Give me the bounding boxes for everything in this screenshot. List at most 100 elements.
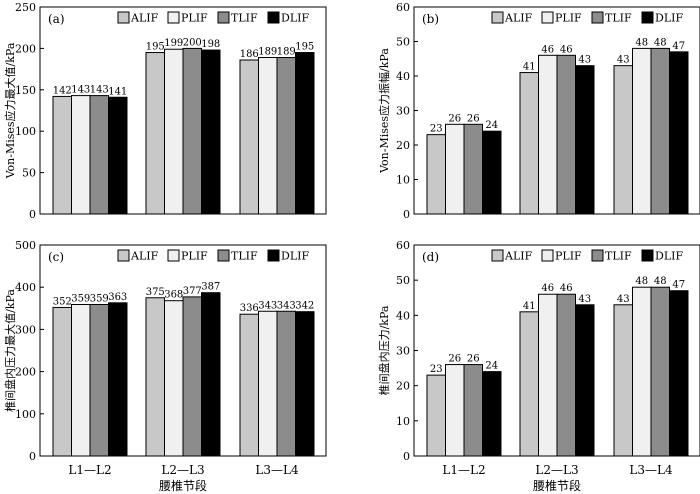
bar-value-label: 46 [560, 283, 573, 294]
x-category-label: L3—L4 [255, 463, 299, 477]
bar-dlif [669, 51, 689, 215]
legend-swatch-tlif [591, 11, 604, 24]
bar-value-label: 43 [617, 55, 630, 66]
bar-value-label: 343 [277, 300, 296, 311]
bar-value-label: 186 [240, 49, 259, 60]
bar-tlif [89, 304, 109, 457]
y-tick-label: 300 [15, 323, 36, 336]
legend-swatch-tlif [217, 11, 230, 24]
legend-label: ALIF [504, 250, 533, 263]
bar-value-label: 43 [578, 55, 591, 66]
bar-value-label: 387 [201, 282, 220, 293]
y-tick-label: 40 [396, 309, 410, 322]
bar-tlif [556, 54, 576, 215]
y-tick-label: 30 [396, 105, 410, 118]
legend-label: DLIF [281, 12, 309, 25]
bar-alif [426, 374, 446, 457]
legend-label: DLIF [655, 12, 683, 25]
legend-swatch-alif [491, 249, 504, 262]
panel-label: (d) [422, 250, 439, 264]
y-tick-label: 0 [29, 208, 36, 221]
bar-value-label: 24 [485, 120, 498, 131]
legend-label: TLIF [605, 12, 632, 25]
bar-alif [239, 313, 259, 457]
y-tick-label: 20 [396, 139, 410, 152]
bar-value-label: 189 [277, 47, 296, 58]
panel-label: (a) [48, 12, 65, 26]
bar-value-label: 368 [164, 290, 183, 301]
legend-label: PLIF [555, 250, 582, 263]
legend-swatch-plif [167, 11, 180, 24]
x-category-label: L2—L3 [161, 463, 204, 477]
bar-plif [164, 48, 184, 215]
bar-value-label: 343 [258, 300, 277, 311]
bar-tlif [650, 286, 670, 457]
legend-label: ALIF [504, 12, 533, 25]
bar-value-label: 142 [53, 85, 72, 96]
bar-plif [632, 286, 652, 457]
bar-value-label: 26 [467, 354, 480, 365]
bar-value-label: 46 [541, 44, 554, 55]
bar-value-label: 199 [164, 38, 183, 49]
bar-value-label: 200 [183, 37, 202, 48]
x-axis-label: 腰椎节段 [533, 478, 581, 493]
x-category-label: L2—L3 [535, 463, 578, 477]
bar-alif [145, 52, 165, 215]
bar-tlif [182, 296, 202, 457]
bar-plif [71, 304, 91, 457]
y-tick-label: 150 [15, 84, 36, 97]
y-tick-label: 100 [15, 408, 36, 421]
bar-value-label: 47 [672, 280, 685, 291]
y-tick-label: 10 [396, 174, 410, 187]
bar-dlif [482, 371, 502, 457]
bar-value-label: 48 [635, 37, 648, 48]
y-tick-label: 20 [396, 380, 410, 393]
bar-value-label: 359 [90, 294, 109, 305]
y-tick-label: 400 [15, 281, 36, 294]
bar-value-label: 359 [71, 294, 90, 305]
bar-value-label: 198 [201, 39, 220, 50]
bar-value-label: 141 [108, 86, 127, 97]
bar-plif [538, 293, 558, 457]
bar-alif [239, 59, 259, 215]
bar-plif [632, 47, 652, 215]
bar-value-label: 342 [295, 301, 314, 312]
panel-label: (c) [48, 250, 64, 264]
x-axis-label: 腰椎节段 [159, 478, 207, 493]
legend-label: DLIF [281, 250, 309, 263]
bar-value-label: 363 [108, 292, 127, 303]
bar-dlif [108, 302, 128, 457]
bar-dlif [201, 292, 221, 457]
bar-value-label: 195 [295, 42, 314, 53]
x-category-label: L1—L2 [68, 463, 111, 477]
bar-alif [519, 72, 539, 215]
chart-panel-1: 0 10 20 30 40 50 60 Von-Mises应力振幅/kPa (b) 23 26 26 2… [377, 1, 700, 221]
y-tick-label: 30 [396, 345, 410, 358]
bar-dlif [669, 290, 689, 457]
bar-value-label: 48 [654, 37, 667, 48]
legend-swatch-alif [491, 11, 504, 24]
bar-tlif [182, 47, 202, 215]
bar-value-label: 46 [541, 283, 554, 294]
legend-swatch-alif [117, 11, 130, 24]
legend-swatch-dlif [267, 11, 280, 24]
bar-alif [613, 304, 633, 457]
y-tick-label: 50 [396, 36, 410, 49]
y-axis-label: 椎间盘内压力/kPa [377, 305, 391, 395]
legend-swatch-dlif [267, 249, 280, 262]
bar-value-label: 41 [523, 62, 536, 73]
bar-value-label: 47 [672, 41, 685, 52]
bar-alif [52, 95, 72, 215]
bar-value-label: 24 [485, 361, 498, 372]
y-tick-label: 0 [403, 450, 410, 463]
legend-swatch-alif [117, 249, 130, 262]
legend-label: ALIF [130, 250, 159, 263]
bar-value-label: 46 [560, 44, 573, 55]
legend-swatch-tlif [591, 249, 604, 262]
bar-value-label: 23 [430, 364, 443, 375]
bar-value-label: 26 [448, 354, 461, 365]
bar-value-label: 195 [146, 42, 165, 53]
bar-tlif [276, 310, 296, 457]
